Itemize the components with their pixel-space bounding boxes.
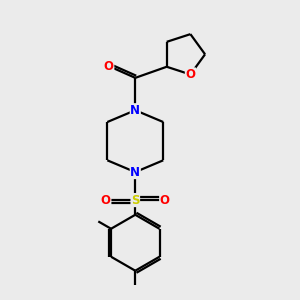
Text: N: N [130, 104, 140, 117]
Text: O: O [185, 68, 195, 81]
Text: O: O [160, 194, 170, 207]
Text: O: O [101, 194, 111, 207]
Text: N: N [130, 166, 140, 178]
Text: O: O [104, 60, 114, 73]
Text: S: S [131, 194, 140, 207]
